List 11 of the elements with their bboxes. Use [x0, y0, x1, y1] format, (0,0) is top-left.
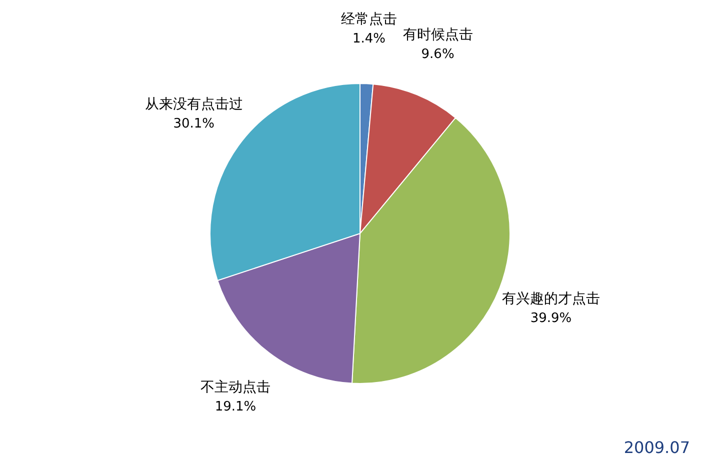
- text: 2009.07: [624, 438, 690, 457]
- slice-label: 经常点击: [341, 12, 398, 28]
- slice-label: 有兴趣的才点击: [502, 290, 600, 307]
- slice-label: 不主动点击: [200, 379, 270, 396]
- slice-label: 有时候点击: [402, 26, 473, 43]
- data-label: 9.6%: [421, 46, 454, 62]
- data-label: 39.9%: [530, 310, 572, 326]
- slice-label: 从来没有点击过: [144, 96, 243, 112]
- data-label: 1.4%: [352, 32, 386, 47]
- data-label: 30.1%: [173, 116, 215, 132]
- data-label: 19.1%: [214, 399, 256, 414]
